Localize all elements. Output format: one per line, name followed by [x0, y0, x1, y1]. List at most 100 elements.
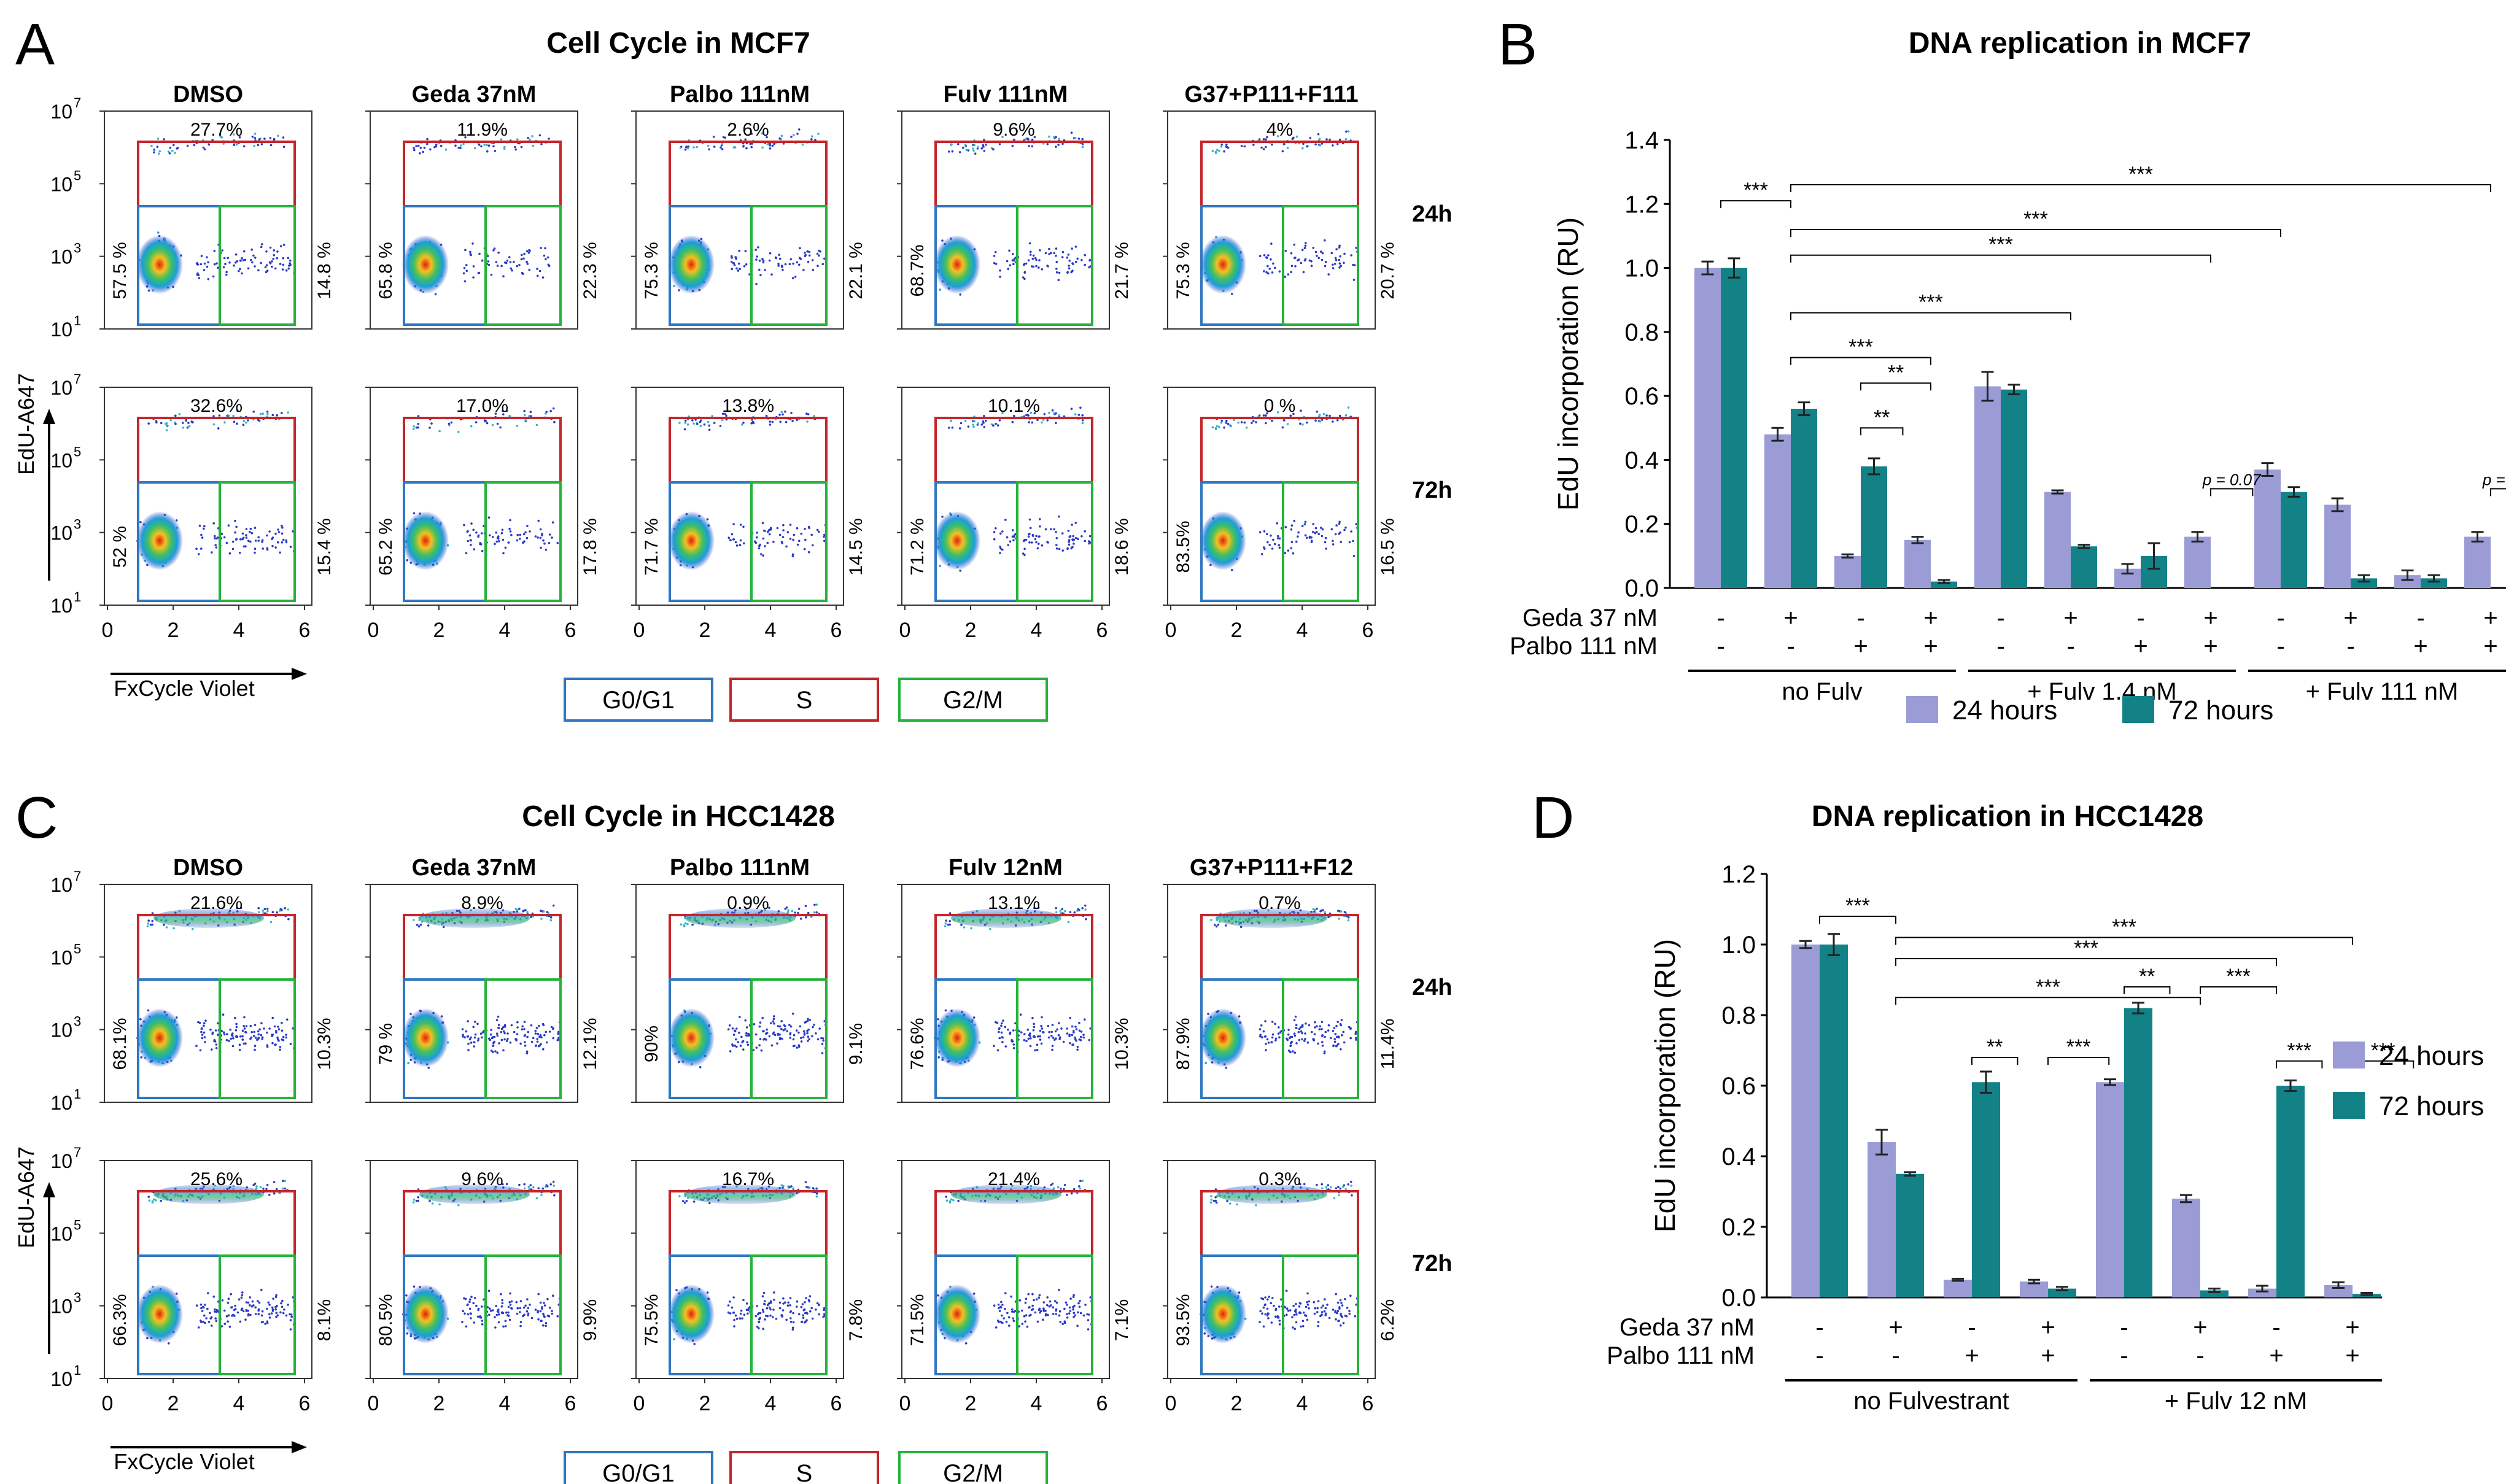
scatter-dot [199, 1049, 202, 1052]
column-header: Palbo 111nM [670, 82, 810, 107]
g0g1-percent: 68.1% [110, 1018, 130, 1070]
scatter-dot [800, 1037, 802, 1040]
scatter-dot [804, 538, 807, 541]
scatter-dot [1055, 537, 1058, 539]
g2m-gate [1282, 205, 1359, 326]
scatter-dot [481, 1031, 484, 1034]
scatter-dot [479, 1032, 483, 1035]
y-tick-exponent: 7 [74, 868, 81, 884]
scatter-dot [417, 423, 419, 425]
scatter-dot [1043, 413, 1046, 415]
scatter-dot [1035, 541, 1038, 544]
scatter-dot [796, 133, 799, 135]
scatter-dot [749, 142, 751, 145]
scatter-dot [516, 1033, 519, 1035]
scatter-dot [1023, 271, 1026, 274]
scatter-dot [277, 1028, 281, 1030]
scatter-dot [528, 268, 531, 271]
scatter-dot [252, 254, 255, 257]
scatter-dot [768, 259, 771, 262]
scatter-dot [503, 145, 506, 149]
scatter-dot [217, 266, 219, 269]
scatter-dot [241, 532, 244, 535]
scatter-dot [798, 257, 801, 260]
scatter-dot [471, 242, 474, 245]
density-hotspot [668, 235, 715, 294]
scatter-dot [1074, 137, 1077, 139]
scatter-dot [206, 256, 208, 259]
scatter-dot [1314, 531, 1317, 535]
scatter-dot [1039, 525, 1041, 528]
scatter-dot [964, 420, 967, 422]
scatter-dot [762, 554, 764, 557]
scatter-dot [758, 268, 761, 271]
scatter-dot [492, 145, 495, 148]
scatter-dot [474, 147, 476, 150]
scatter-dot [1067, 253, 1070, 256]
scatter-dot [1318, 137, 1321, 141]
scatter-dot [273, 254, 276, 257]
scatter-dot [496, 265, 499, 267]
scatter-dot [1069, 535, 1072, 538]
scatter-dot [1001, 136, 1004, 138]
y-tick-exponent: 1 [74, 313, 81, 328]
scatter-dot [186, 426, 189, 429]
scatter-dot [1287, 273, 1290, 276]
scatter-dot [973, 420, 976, 423]
scatter-dot [470, 253, 472, 257]
scatter-dot [1265, 145, 1267, 149]
scatter-dot [201, 536, 204, 539]
scatter-dot [1317, 533, 1320, 535]
scatter-dot [1290, 265, 1294, 268]
scatter-dot [459, 147, 462, 149]
scatter-dot [419, 923, 422, 926]
scatter-dot [804, 253, 807, 257]
scatter-dot [186, 144, 189, 147]
scatter-dot [802, 269, 805, 271]
scatter-dot [1084, 539, 1086, 543]
scatter-dot [1009, 540, 1012, 543]
scatter-dot [1317, 133, 1320, 136]
scatter-dot [778, 257, 782, 260]
scatter-dot [501, 528, 504, 531]
scatter-dot [195, 262, 198, 265]
scatter-dot [232, 540, 235, 543]
scatter-dot [735, 1027, 738, 1030]
scatter-dot [1025, 538, 1028, 541]
scatter-dot [751, 142, 753, 145]
scatter-dot [262, 547, 265, 550]
scatter-dot [472, 265, 475, 268]
scatter-dot [1333, 263, 1336, 265]
scatter-dot [797, 1045, 801, 1048]
scatter-dot [1076, 257, 1079, 260]
scatter-dot [1277, 535, 1279, 538]
scatter-dot [1267, 541, 1269, 544]
scatter-dot [985, 144, 987, 146]
g2m-percent: 10.3% [314, 1018, 335, 1070]
scatter-dot [257, 906, 260, 910]
scatter-dot [972, 425, 975, 428]
scatter-dot [495, 531, 497, 534]
scatter-dot [472, 528, 475, 531]
scatter-dot [1284, 552, 1287, 554]
scatter-dot [518, 264, 521, 266]
scatter-dot [780, 411, 783, 414]
scatter-dot [1343, 528, 1346, 531]
scatter-dot [542, 1024, 545, 1027]
scatter-dot [797, 911, 799, 914]
scatter-dot [282, 244, 285, 246]
scatter-dot [233, 144, 236, 146]
scatter-dot [212, 275, 215, 278]
scatter-dot [514, 1038, 517, 1040]
scatter-dot [497, 251, 500, 254]
scatter-dot [1029, 527, 1032, 529]
scatter-dot [548, 533, 551, 536]
scatter-dot [804, 905, 807, 907]
scatter-dot [440, 145, 443, 147]
scatter-dot [289, 259, 292, 262]
scatter-dot [1305, 536, 1308, 539]
scatter-dot [764, 269, 766, 271]
scatter-dot [1031, 541, 1033, 544]
scatter-dot [1216, 425, 1219, 428]
scatter-dot [282, 1035, 285, 1038]
